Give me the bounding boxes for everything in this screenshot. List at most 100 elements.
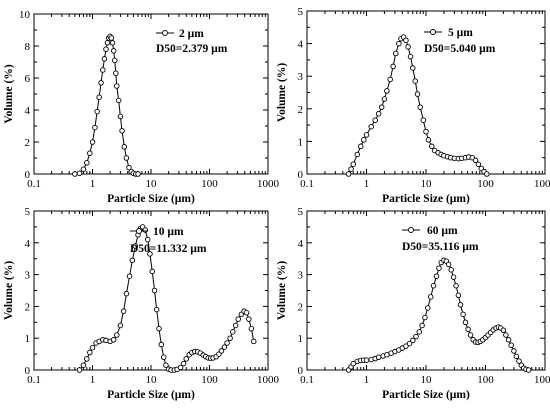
data-point — [101, 56, 108, 62]
data-point — [221, 344, 228, 350]
data-point — [350, 161, 357, 167]
x-axis-title: Particle Size (µm) — [107, 389, 195, 401]
data-point — [183, 356, 189, 362]
data-point — [110, 337, 117, 343]
data-point — [110, 48, 117, 54]
x-tick-label: 100 — [201, 178, 218, 190]
legend-label: 10 µm — [153, 226, 184, 238]
x-tick-label: 1 — [364, 374, 370, 386]
x-tick-label: 10 — [146, 374, 158, 386]
x-tick-label: 1 — [90, 178, 96, 190]
data-point — [419, 322, 425, 329]
data-point — [378, 104, 385, 110]
data-point — [450, 274, 457, 280]
data-point — [87, 150, 93, 156]
data-point — [114, 83, 120, 89]
y-tick-label: 4 — [298, 39, 304, 51]
data-point — [246, 316, 252, 322]
x-axis-title: Particle Size (µm) — [107, 193, 195, 205]
y-tick-label: 3 — [298, 71, 304, 83]
data-point — [508, 342, 514, 348]
y-tick-label: 6 — [25, 73, 31, 85]
data-point — [453, 282, 459, 289]
data-point — [405, 44, 411, 50]
data-point — [460, 311, 466, 318]
data-point — [103, 46, 109, 52]
data-point — [163, 362, 169, 368]
data-point — [425, 305, 431, 311]
x-tick-label: 1000 — [257, 374, 280, 386]
data-point — [372, 117, 378, 123]
data-point — [465, 326, 471, 333]
y-tick-label: 2 — [298, 104, 304, 116]
data-point — [120, 308, 127, 314]
x-tick-label: 0.1 — [300, 374, 314, 386]
x-tick-label: 1000 — [534, 178, 550, 190]
chart-panel-2: 0.1 1 10 100 1000 0 1 2 3 4 5 Particle Size (µm) Vol… — [276, 6, 550, 205]
data-point — [505, 337, 512, 343]
x-tick-label: 1 — [364, 178, 370, 190]
data-point — [123, 155, 130, 161]
data-point — [503, 332, 509, 338]
data-point — [361, 137, 367, 143]
data-point — [108, 35, 115, 41]
data-point — [115, 97, 122, 104]
data-point — [462, 319, 469, 326]
y-tick-label: 0 — [25, 169, 31, 181]
legend-marker — [430, 29, 436, 35]
data-point — [126, 273, 133, 279]
legend-marker — [408, 227, 414, 233]
data-point — [72, 171, 78, 177]
data-point — [427, 294, 434, 300]
data-point — [375, 110, 382, 117]
x-tick-label: 1000 — [534, 374, 550, 386]
data-point — [375, 354, 382, 361]
data-point — [84, 160, 90, 166]
d50-annotation: D50=11.332 µm — [130, 243, 207, 255]
data-point — [89, 344, 96, 351]
data-point — [417, 104, 423, 110]
x-tick-label: 100 — [201, 374, 218, 386]
data-point — [180, 360, 187, 367]
x-tick-label: 10 — [421, 178, 433, 190]
data-point — [117, 322, 124, 329]
data-point — [436, 265, 442, 271]
data-point — [109, 40, 116, 46]
legend-marker — [162, 30, 168, 36]
y-tick-label: 0 — [298, 365, 304, 377]
data-point — [357, 143, 364, 150]
data-point — [430, 282, 437, 289]
y-tick-label: 5 — [298, 6, 304, 18]
data-point — [348, 166, 354, 172]
y-tick-label: 1 — [298, 136, 304, 148]
y-tick-label: 10 — [19, 9, 31, 21]
data-point — [392, 50, 399, 57]
y-tick-label: 5 — [298, 206, 304, 218]
data-point — [126, 164, 132, 171]
data-point — [121, 144, 128, 150]
data-point — [123, 290, 130, 297]
data-point — [129, 257, 136, 264]
data-point — [396, 40, 402, 47]
plot-frame — [33, 210, 269, 371]
data-point — [224, 340, 230, 346]
y-tick-label: 4 — [25, 105, 31, 117]
data-point — [92, 124, 98, 131]
data-point — [422, 314, 428, 321]
data-point — [407, 53, 414, 60]
x-tick-label: 0.1 — [27, 374, 41, 386]
data-point — [368, 123, 374, 130]
data-point — [403, 37, 409, 44]
data-point — [363, 357, 370, 363]
data-point — [345, 171, 352, 177]
data-point — [248, 325, 255, 332]
data-point — [98, 80, 104, 86]
data-point — [350, 360, 357, 367]
plot-frame — [33, 13, 269, 175]
chart-panel-4: 0.1 1 10 100 1000 0 1 2 3 4 5 Particle Size (µm) Vol… — [276, 206, 550, 401]
x-tick-label: 10 — [421, 374, 433, 386]
d50-annotation: D50=5.040 µm — [424, 43, 496, 55]
y-tick-label: 3 — [25, 270, 31, 282]
data-point — [104, 40, 111, 46]
data-point — [94, 108, 100, 115]
